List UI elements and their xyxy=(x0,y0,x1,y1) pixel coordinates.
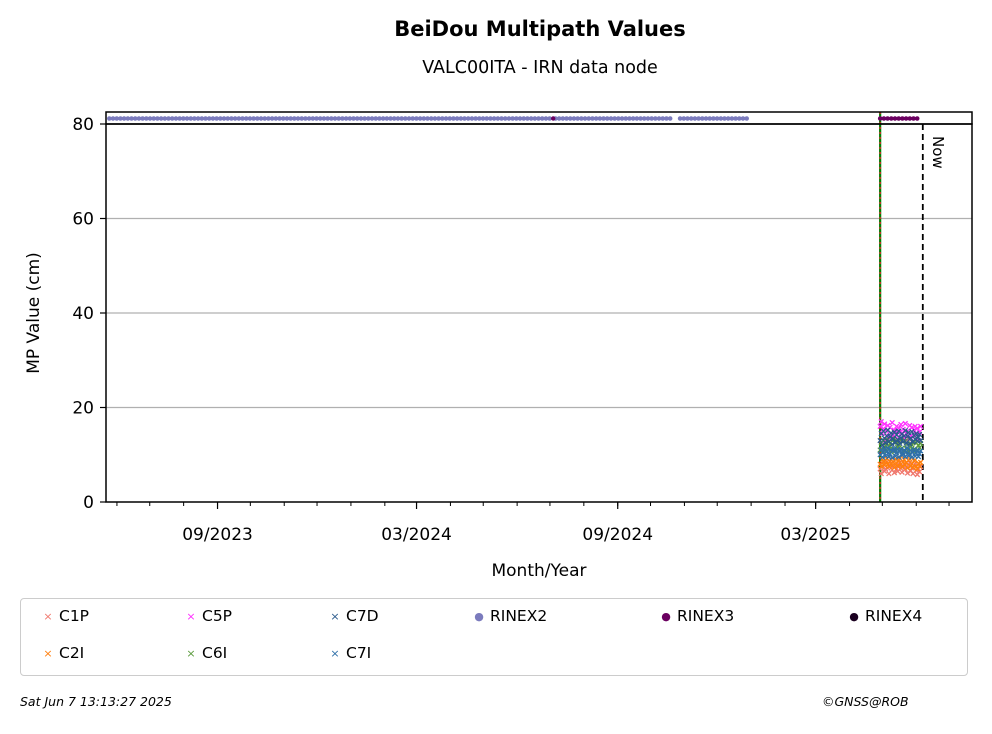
legend: × C1P × C5P × C7D ● RINEX2 ● RINEX3 ● RI… xyxy=(20,598,968,676)
data-point-c7d xyxy=(916,431,923,438)
legend-marker-c7d: × xyxy=(330,609,340,623)
legend-label-c2i: C2I xyxy=(59,644,85,662)
legend-label-c7d: C7D xyxy=(346,607,379,625)
data-point-c7d xyxy=(880,428,887,434)
legend-item-c5p: × C5P xyxy=(182,607,232,625)
data-point-c7i xyxy=(895,454,902,460)
data-point-c2i xyxy=(916,463,923,469)
legend-label-c6i: C6I xyxy=(202,644,228,662)
data-point-c2i xyxy=(899,464,905,470)
chart-canvas: 0 20 40 60 80 09/2023 03/2024 09/2024 03/2025 Mon… xyxy=(24,111,973,581)
legend-item-rinex4: ● RINEX4 xyxy=(845,607,922,625)
legend-item-c7d: × C7D xyxy=(326,607,379,625)
legend-label-c7i: C7I xyxy=(346,644,372,662)
legend-label-rinex4: RINEX4 xyxy=(865,607,923,625)
legend-label-c1p: C1P xyxy=(59,607,90,625)
legend-item-c2i: × C2I xyxy=(39,644,84,662)
data-point-c7d xyxy=(877,437,883,444)
data-point-c2i xyxy=(904,465,911,471)
data-point-c5p xyxy=(881,421,888,427)
data-point-c2i xyxy=(894,463,901,469)
data-point-c1p xyxy=(891,469,898,476)
data-point-c7d xyxy=(887,434,893,440)
data-point-c7d xyxy=(904,433,911,440)
data-point-c7d xyxy=(893,432,900,438)
legend-marker-c5p: × xyxy=(186,609,196,623)
data-point-c5p xyxy=(889,419,895,426)
data-point-c7i xyxy=(885,445,891,451)
x-tick-label: 09/2023 xyxy=(182,525,253,545)
legend-label-c5p: C5P xyxy=(202,607,233,625)
data-point-c7d xyxy=(900,438,906,445)
legend-marker-rinex4: ● xyxy=(849,609,859,623)
data-point-c7d xyxy=(889,441,895,448)
legend-label-rinex2: RINEX2 xyxy=(490,607,548,625)
data-point-c5p xyxy=(914,425,921,432)
x-axis-label: Month/Year xyxy=(491,561,586,581)
y-tick-label: 20 xyxy=(72,399,94,419)
footer-credit: ©GNSS@ROB xyxy=(822,694,909,709)
y-tick-label: 40 xyxy=(72,304,94,324)
y-tick-label: 0 xyxy=(83,493,94,513)
legend-marker-c1p: × xyxy=(43,609,53,623)
data-point-c7d xyxy=(917,437,924,444)
data-point-c7d xyxy=(898,434,904,441)
legend-marker-c6i: × xyxy=(186,646,196,660)
legend-label-rinex3: RINEX3 xyxy=(677,607,735,625)
rinex-point-rinex3 xyxy=(551,116,556,121)
now-label: Now xyxy=(929,136,947,169)
data-point-c7d xyxy=(882,440,889,446)
chart-title: BeiDou Multipath Values xyxy=(394,17,686,41)
data-point-c5p xyxy=(917,423,924,430)
data-point-c7i xyxy=(883,449,890,455)
data-point-c7d xyxy=(906,441,913,447)
data-point-c7i xyxy=(889,454,895,461)
data-point-c7d xyxy=(909,428,915,435)
legend-item-c6i: × C6I xyxy=(182,644,227,662)
legend-marker-rinex2: ● xyxy=(474,609,484,623)
legend-item-rinex2: ● RINEX2 xyxy=(470,607,547,625)
y-tick-label: 80 xyxy=(72,115,94,135)
legend-marker-c7i: × xyxy=(330,646,340,660)
data-point-c5p xyxy=(902,420,909,427)
legend-item-c7i: × C7I xyxy=(326,644,371,662)
legend-marker-rinex3: ● xyxy=(661,609,671,623)
x-tick-label: 09/2024 xyxy=(582,525,653,545)
data-point-c7d xyxy=(902,427,909,434)
data-point-c7d xyxy=(897,440,903,447)
data-point-c2i xyxy=(917,459,924,466)
legend-item-c1p: × C1P xyxy=(39,607,89,625)
data-point-c2i xyxy=(878,463,885,470)
x-tick-label: 03/2025 xyxy=(780,525,851,545)
legend-marker-c2i: × xyxy=(43,646,53,660)
y-axis-label: MP Value (cm) xyxy=(24,252,44,374)
x-tick-label: 03/2024 xyxy=(381,525,452,545)
plot-frame xyxy=(105,123,973,503)
footer-timestamp: Sat Jun 7 13:13:27 2025 xyxy=(20,694,172,709)
chart-subtitle: VALC00ITA - IRN data node xyxy=(422,58,658,78)
data-point-c7i xyxy=(879,454,886,460)
data-point-c7d xyxy=(894,436,901,443)
data-point-c7i xyxy=(917,448,924,454)
data-point-c2i xyxy=(891,464,898,471)
data-point-c5p xyxy=(898,421,904,428)
y-tick-label: 60 xyxy=(72,210,94,230)
legend-item-rinex3: ● RINEX3 xyxy=(657,607,734,625)
